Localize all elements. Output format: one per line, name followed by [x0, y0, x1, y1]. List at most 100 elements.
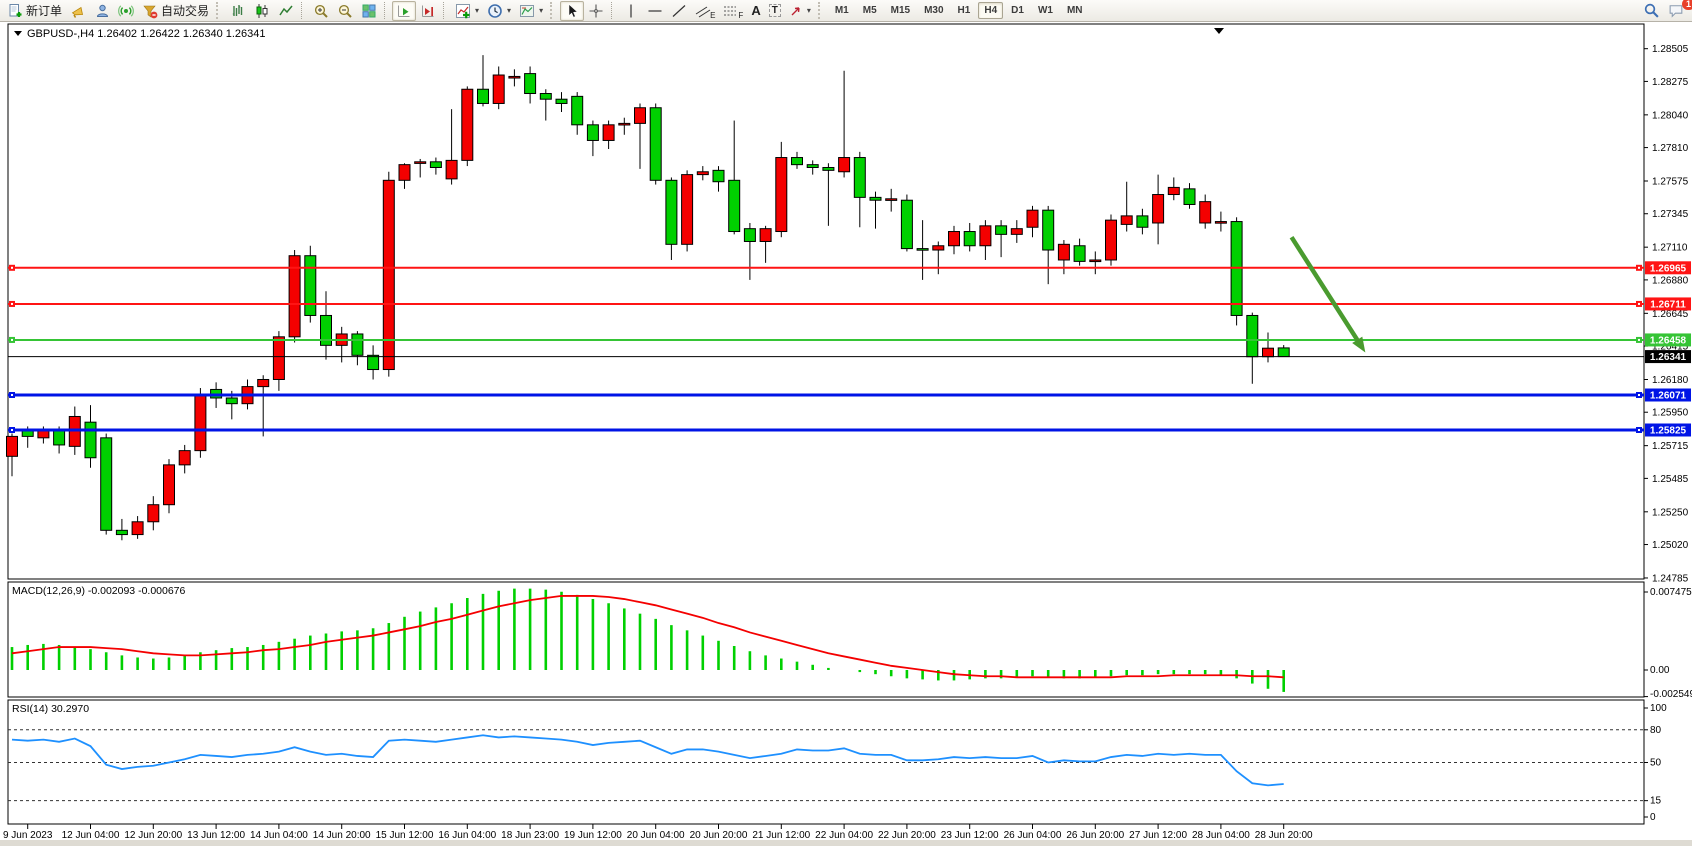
templates-button[interactable] [515, 1, 547, 21]
timeframe-button-h4[interactable]: H4 [978, 2, 1004, 19]
svg-text:RSI(14) 30.2970: RSI(14) 30.2970 [12, 703, 89, 715]
text-label-tool-button[interactable]: T [765, 1, 785, 21]
candlestick-button[interactable] [250, 1, 274, 21]
toolbar-separator [384, 2, 389, 19]
crosshair-icon [589, 4, 603, 17]
chart-shift-icon [422, 5, 434, 17]
chart-window[interactable]: 1.28505 1.28275 1.28040 1.27810 1.27575 1.273… [0, 22, 1692, 846]
chat-icon [1669, 4, 1683, 18]
svg-text:9 Jun 2023: 9 Jun 2023 [3, 830, 53, 841]
svg-text:GBPUSD-,H4 1.26402 1.26422 1.: GBPUSD-,H4 1.26402 1.26422 1.26340 1.263… [27, 28, 266, 40]
svg-text:1.27575: 1.27575 [1652, 177, 1689, 188]
signals-button[interactable] [114, 1, 138, 21]
timeframe-button-m15[interactable]: M15 [885, 2, 916, 19]
auto-scroll-icon [398, 5, 410, 17]
vertical-line-tool-button[interactable] [619, 1, 643, 21]
timeframe-button-d1[interactable]: D1 [1005, 2, 1030, 19]
svg-text:0.00: 0.00 [1650, 665, 1670, 676]
svg-text:1.27110: 1.27110 [1652, 243, 1688, 254]
arrows-tool-icon [791, 6, 800, 15]
svg-text:1.26415: 1.26415 [1652, 342, 1689, 353]
text-label-icon: T [768, 4, 781, 17]
search-icon [1644, 3, 1659, 18]
svg-text:0: 0 [1650, 812, 1656, 823]
svg-text:1.28275: 1.28275 [1652, 77, 1689, 88]
tile-windows-icon [362, 4, 376, 17]
svg-text:50: 50 [1650, 758, 1662, 769]
crosshair-tool-button[interactable] [584, 1, 608, 21]
new-order-label: 新订单 [26, 4, 63, 18]
svg-text:1.26880: 1.26880 [1652, 275, 1689, 286]
svg-text:20 Jun 04:00: 20 Jun 04:00 [627, 830, 685, 841]
horizontal-line-tool-button[interactable] [643, 1, 667, 21]
timeframe-button-w1[interactable]: W1 [1032, 2, 1059, 19]
megaphone-button[interactable] [66, 1, 90, 21]
bid-line: 1.26341 [8, 350, 1691, 364]
timeframe-button-m5[interactable]: M5 [857, 2, 883, 19]
chart-shift-button[interactable] [416, 1, 440, 21]
svg-text:1.25950: 1.25950 [1652, 408, 1689, 419]
signal-icon [118, 4, 134, 17]
timeframe-button-m30[interactable]: M30 [918, 2, 949, 19]
svg-text:13 Jun 12:00: 13 Jun 12:00 [187, 830, 245, 841]
timeframe-toolbar: M1 M5 M15 M30 H1 H4 D1 W1 MN [828, 2, 1090, 19]
svg-text:MACD(12,26,9) -0.002093 -0.000: MACD(12,26,9) -0.002093 -0.000676 [12, 585, 186, 597]
search-button[interactable] [1639, 1, 1664, 21]
arrows-tool-button[interactable] [785, 1, 815, 21]
indicators-icon [456, 3, 471, 18]
svg-text:28 Jun 20:00: 28 Jun 20:00 [1255, 830, 1313, 841]
toolbar-separator [817, 2, 825, 19]
svg-text:100: 100 [1650, 703, 1667, 714]
auto-scroll-button[interactable] [392, 0, 417, 21]
svg-text:16 Jun 04:00: 16 Jun 04:00 [438, 830, 496, 841]
svg-text:26 Jun 20:00: 26 Jun 20:00 [1066, 830, 1124, 841]
channel-tool-button[interactable]: E [691, 1, 719, 21]
community-button[interactable] [90, 1, 114, 21]
trendline-tool-button[interactable] [667, 1, 691, 21]
svg-text:14 Jun 04:00: 14 Jun 04:00 [250, 830, 308, 841]
timeframe-button-mn[interactable]: MN [1061, 2, 1089, 19]
zoom-out-button[interactable] [333, 1, 357, 21]
chart-canvas[interactable]: 1.28505 1.28275 1.28040 1.27810 1.27575 1.273… [0, 22, 1692, 846]
fibonacci-glyph: F [738, 10, 744, 20]
auto-trading-label: 自动交易 [161, 4, 210, 18]
zoom-in-button[interactable] [309, 1, 333, 21]
indicators-button[interactable] [451, 1, 483, 21]
channel-glyph: E [710, 10, 716, 20]
time-axis: 9 Jun 2023 12 Jun 04:00 12 Jun 20:00 13 Jun… [3, 824, 1313, 841]
svg-text:1.26180: 1.26180 [1652, 375, 1689, 386]
toolbar-separator [216, 2, 223, 19]
macd-panel: 0.007475 0.00 -0.002549 MACD(12,26,9) -0.00… [10, 585, 1692, 700]
svg-text:1.26645: 1.26645 [1652, 309, 1689, 320]
svg-text:1.28040: 1.28040 [1652, 110, 1689, 121]
svg-text:12 Jun 04:00: 12 Jun 04:00 [62, 830, 120, 841]
megaphone-icon [71, 6, 84, 18]
svg-text:1.27345: 1.27345 [1652, 209, 1689, 220]
tile-windows-button[interactable] [357, 1, 381, 21]
bar-chart-button[interactable] [226, 1, 250, 21]
line-chart-button[interactable] [274, 1, 298, 21]
svg-text:19 Jun 12:00: 19 Jun 12:00 [564, 830, 622, 841]
rsi-panel: 100 80 50 15 0 RSI(14) 30.2970 [8, 703, 1667, 823]
svg-text:1.25485: 1.25485 [1652, 474, 1689, 485]
notifications-button[interactable]: 1 [1664, 0, 1692, 21]
cursor-tool-button[interactable] [560, 0, 585, 21]
fibonacci-icon [724, 6, 737, 15]
bar-chart-icon [232, 4, 243, 16]
svg-text:26 Jun 04:00: 26 Jun 04:00 [1004, 830, 1062, 841]
timeframe-button-h1[interactable]: H1 [952, 2, 977, 19]
horizontal-line-icon [648, 9, 662, 12]
price-axis: 1.28505 1.28275 1.28040 1.27810 1.27575 1.273… [1644, 44, 1689, 584]
timeframe-button-m1[interactable]: M1 [829, 2, 855, 19]
new-order-button[interactable]: 新订单 [3, 1, 66, 21]
fibonacci-tool-button[interactable]: F [719, 1, 747, 21]
svg-text:27 Jun 12:00: 27 Jun 12:00 [1129, 830, 1187, 841]
auto-trading-button[interactable]: 自动交易 [138, 1, 213, 21]
clock-icon [488, 3, 502, 18]
svg-text:22 Jun 20:00: 22 Jun 20:00 [878, 830, 936, 841]
text-tool-button[interactable]: A [747, 1, 764, 21]
arrow-annotation [1289, 235, 1366, 353]
periods-button[interactable] [483, 1, 515, 21]
templates-icon [520, 4, 535, 17]
